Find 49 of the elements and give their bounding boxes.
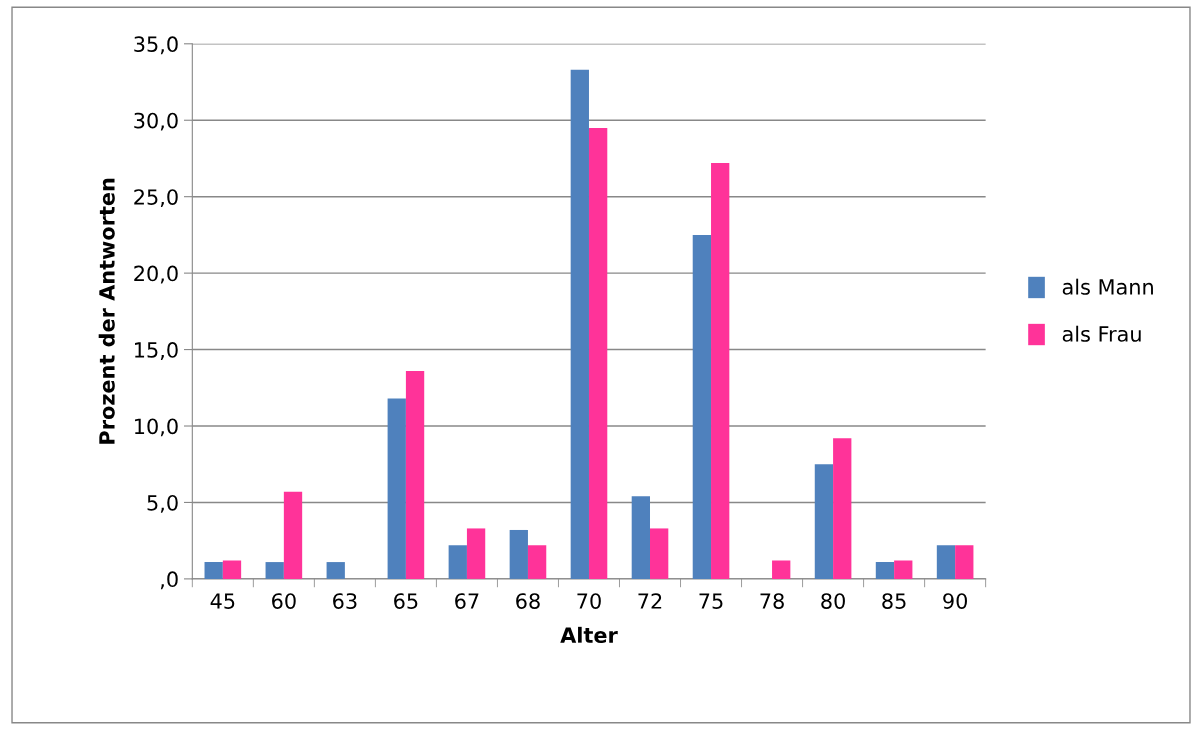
- x-tick-label: 67: [455, 593, 479, 609]
- bar: [326, 562, 345, 579]
- bar: [204, 562, 223, 579]
- x-tick-label: 90: [943, 593, 967, 609]
- y-tick-label: 35,0: [134, 36, 178, 55]
- x-tick-label: 85: [882, 593, 906, 609]
- bar: [466, 528, 486, 579]
- x-tick-label: 68: [516, 593, 540, 609]
- bar: [711, 163, 730, 579]
- y-axis-title: Prozent der Antworten: [98, 178, 115, 444]
- x-tick-label: 80: [821, 593, 845, 609]
- bar: [631, 496, 650, 579]
- x-tick-label: 45: [210, 593, 235, 609]
- bar: [875, 562, 895, 579]
- y-tick-label: 25,0: [134, 189, 178, 208]
- bar: [588, 127, 608, 579]
- bar: [527, 545, 547, 579]
- y-tick-label: 5,0: [147, 494, 178, 513]
- bar: [265, 562, 284, 579]
- bar: [405, 370, 425, 579]
- legend-label: als Frau: [1062, 325, 1141, 342]
- bar: [570, 69, 589, 579]
- bar: [448, 545, 467, 579]
- x-axis-title: Alter: [560, 626, 618, 643]
- bar: [509, 529, 528, 579]
- x-tick-label: 60: [272, 593, 296, 609]
- bar: [650, 528, 669, 579]
- x-tick-label: 78: [760, 593, 784, 609]
- bar: [387, 398, 406, 579]
- y-tick-label: 15,0: [135, 342, 178, 360]
- x-tick-label: 70: [577, 593, 601, 609]
- x-tick-label: 72: [638, 593, 662, 609]
- x-tick-label: 65: [394, 593, 418, 609]
- bar: [222, 560, 242, 579]
- y-tick-label: ,0: [160, 571, 178, 590]
- legend-label: als Mann: [1062, 278, 1153, 295]
- bar: [894, 560, 913, 579]
- bar: [833, 438, 852, 579]
- bar: [955, 545, 974, 579]
- y-tick-label: 20,0: [134, 265, 178, 284]
- y-tick-label: 10,0: [135, 418, 178, 437]
- bar: [772, 560, 791, 579]
- bar: [283, 491, 303, 579]
- bar: [936, 545, 956, 579]
- bar: [692, 234, 712, 579]
- x-tick-label: 75: [699, 593, 723, 609]
- x-tick-label: 63: [333, 593, 357, 609]
- bar: [814, 464, 834, 579]
- y-tick-label: 30,0: [134, 112, 178, 131]
